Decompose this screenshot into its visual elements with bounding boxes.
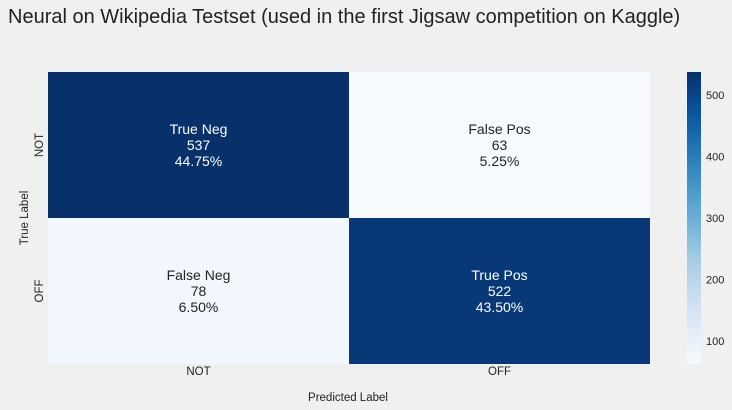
- x-tick-label: OFF: [488, 366, 511, 378]
- cell-name: True Neg: [170, 121, 228, 137]
- cell-percent: 5.25%: [480, 153, 520, 169]
- x-tick-labels: NOT OFF: [186, 366, 511, 378]
- cell-count: 78: [191, 283, 207, 299]
- cell-name: False Neg: [167, 267, 231, 283]
- y-tick-labels: NOT OFF: [34, 133, 46, 303]
- colorbar-tick-label: 400: [706, 151, 724, 163]
- heatmap-cell: [48, 72, 349, 218]
- colorbar: [687, 72, 701, 364]
- cell-count: 537: [187, 137, 211, 153]
- cell-percent: 6.50%: [179, 299, 219, 315]
- heatmap-cells: [48, 72, 650, 364]
- cell-name: False Pos: [468, 121, 530, 137]
- y-tick-label: NOT: [34, 133, 46, 157]
- x-axis-label: Predicted Label: [308, 392, 388, 404]
- y-tick-label: OFF: [34, 280, 46, 303]
- heatmap-cell: [349, 218, 650, 364]
- y-axis-label: True Label: [19, 191, 31, 246]
- colorbar-tick-label: 100: [706, 336, 724, 348]
- cell-percent: 43.50%: [476, 299, 523, 315]
- cell-count: 522: [488, 283, 512, 299]
- cell-count: 63: [492, 137, 508, 153]
- cell-percent: 44.75%: [175, 153, 222, 169]
- colorbar-tick-label: 500: [706, 90, 724, 102]
- heatmap-cell: [349, 72, 650, 218]
- cell-name: True Pos: [471, 267, 527, 283]
- colorbar-ticks: 100 200 300 400 500: [706, 90, 724, 348]
- x-tick-label: NOT: [186, 366, 210, 378]
- colorbar-tick-label: 200: [706, 275, 724, 287]
- chart-title: Neural on Wikipedia Testset (used in the…: [8, 6, 680, 28]
- heatmap-cell: [48, 218, 349, 364]
- colorbar-tick-label: 300: [706, 213, 724, 225]
